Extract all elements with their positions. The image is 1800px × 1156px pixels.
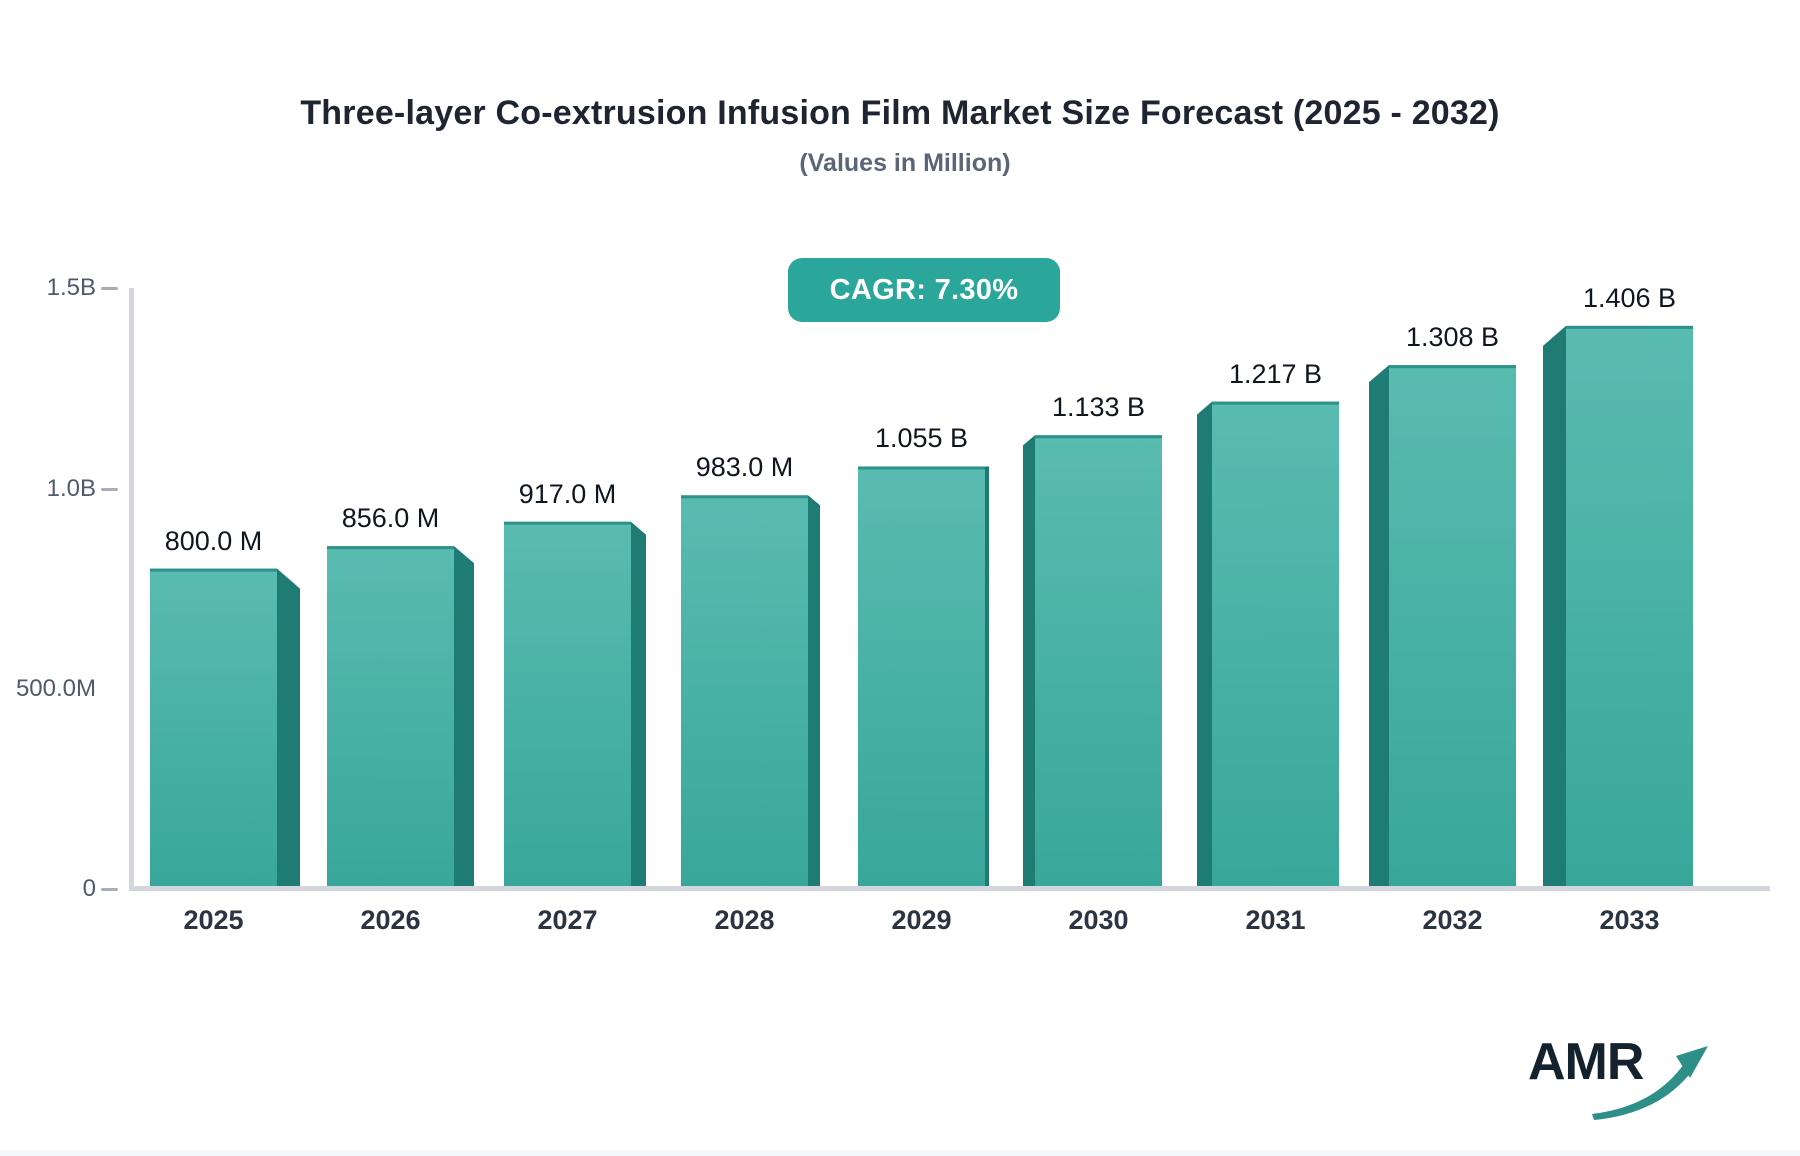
x-axis-label: 2028: [714, 905, 775, 935]
x-axis-label: 2031: [1245, 905, 1306, 935]
bar-front-face: [1035, 435, 1162, 888]
bar-2029: [858, 466, 989, 888]
y-axis-label: 0: [82, 875, 96, 902]
x-axis-label: 2029: [891, 905, 952, 935]
bar-side-face: [1369, 365, 1389, 888]
bar-top-edge: [327, 546, 454, 550]
bar-front-face: [150, 568, 277, 888]
bar-side-face: [1023, 435, 1035, 888]
y-axis-label: 1.5B: [46, 274, 96, 302]
x-axis-label: 2032: [1422, 905, 1483, 935]
bar-front-face: [1212, 401, 1339, 888]
bar-front-face: [681, 495, 808, 888]
bar-side-face: [1197, 401, 1212, 888]
chart-title: Three-layer Co-extrusion Infusion Film M…: [300, 94, 1500, 132]
bar-front-face: [1566, 325, 1693, 889]
bar-2031: [1197, 401, 1339, 888]
x-axis-label: 2033: [1599, 905, 1660, 935]
bar-value-label: 800.0 M: [164, 525, 263, 556]
cagr-badge-label: CAGR: 7.30%: [829, 273, 1019, 306]
x-axis-label: 2030: [1068, 905, 1129, 935]
bar-front-face: [327, 546, 454, 888]
growth-arrow-icon: [1592, 1046, 1708, 1120]
chart-subtitle: (Values in Million): [799, 149, 1011, 177]
bar-side-face: [985, 466, 989, 888]
bar-side-face: [631, 521, 646, 888]
bar-2030: [1023, 435, 1162, 888]
bar-side-face: [808, 495, 820, 888]
y-axis-tick: [101, 487, 118, 491]
y-axis-tick: [101, 888, 118, 891]
bar-side-face: [454, 546, 474, 888]
bar-top-edge: [1389, 365, 1516, 369]
bar-2033: [1543, 325, 1693, 889]
bar-2025: [150, 568, 300, 888]
y-axis-line: [129, 288, 134, 891]
page-bottom-edge: [0, 1150, 1800, 1156]
bar-front-face: [1389, 365, 1516, 888]
bar-2026: [327, 546, 474, 888]
bar-2032: [1369, 365, 1516, 888]
bar-side-face: [1543, 325, 1566, 889]
cagr-badge: CAGR: 7.30%: [788, 258, 1060, 322]
bar-2028: [681, 495, 820, 888]
bar-2027: [504, 521, 646, 888]
bar-value-label: 1.406 B: [1582, 282, 1677, 313]
bar-value-label: 983.0 M: [695, 452, 794, 483]
bar-top-edge: [150, 568, 277, 572]
y-axis-tick: [101, 287, 118, 291]
bar-value-label: 1.308 B: [1405, 322, 1500, 353]
bar-value-label: 917.0 M: [518, 478, 617, 509]
bar-top-edge: [681, 495, 808, 499]
bar-side-face: [277, 568, 300, 888]
y-axis-label: 1.0B: [46, 474, 96, 502]
bar-value-label: 856.0 M: [341, 503, 440, 534]
x-axis-label: 2026: [360, 905, 421, 935]
bar-top-edge: [1035, 435, 1162, 439]
amr-logo-text: AMR: [1528, 1033, 1644, 1091]
bar-front-face: [504, 521, 631, 888]
x-axis-label: 2025: [183, 905, 244, 935]
bar-top-edge: [1566, 325, 1693, 329]
y-axis-label: 500.0M: [15, 674, 96, 702]
bar-top-edge: [504, 521, 631, 525]
amr-logo: AMR: [1528, 1032, 1728, 1132]
bar-front-face: [858, 466, 985, 888]
x-axis-line: [129, 886, 1770, 891]
x-axis-label: 2027: [537, 905, 598, 935]
bar-value-label: 1.055 B: [874, 423, 969, 454]
bar-top-edge: [1212, 401, 1339, 405]
bar-top-edge: [858, 466, 985, 470]
bar-value-label: 1.133 B: [1051, 392, 1146, 423]
bar-value-label: 1.217 B: [1228, 358, 1323, 389]
